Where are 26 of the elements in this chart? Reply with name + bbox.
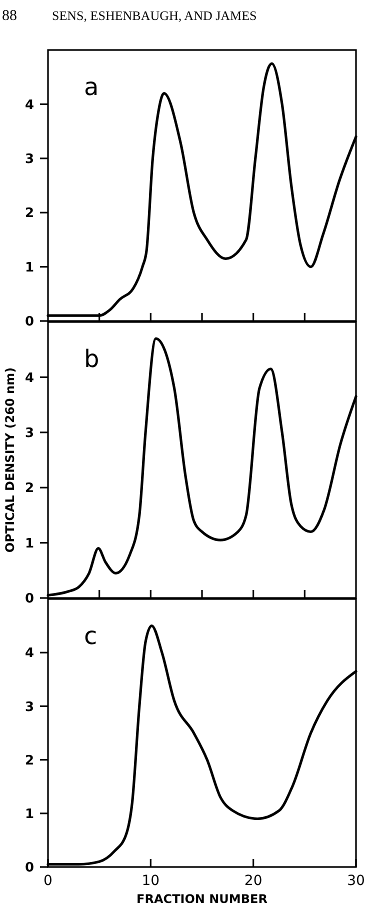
y-tick-label: 4 [24,646,34,662]
text: SENS, ESHENBAUGH, AND JAMES [52,8,257,23]
x-axis-title: FRACTION NUMBER [136,892,268,906]
y-tick-label: 0 [24,860,34,876]
text: 88 [2,8,17,24]
y-axis-title: OPTICAL DENSITY (260 nm) [3,367,17,553]
y-tick-label: 0 [24,314,34,330]
y-tick-label: 0 [24,592,34,607]
y-tick-label: 1 [24,260,34,276]
y-tick-label: 1 [24,536,34,552]
x-tick-label: 10 [142,873,160,889]
x-tick-label: 30 [347,873,365,889]
annotation: c [84,622,98,650]
y-tick-label: 3 [24,426,34,441]
x-tick-label: 0 [44,873,52,889]
annotation: a [84,73,99,101]
y-tick-label: 2 [24,206,34,222]
y-tick-label: 3 [24,700,34,715]
y-tick-label: 2 [24,481,34,496]
y-tick-label: 1 [24,806,34,822]
y-tick-label: 4 [24,370,34,386]
annotation: b [84,345,100,373]
x-tick-label: 20 [244,873,262,889]
y-tick-label: 4 [24,98,34,113]
y-tick-label: 2 [24,753,34,768]
y-tick-label: 3 [24,152,34,167]
